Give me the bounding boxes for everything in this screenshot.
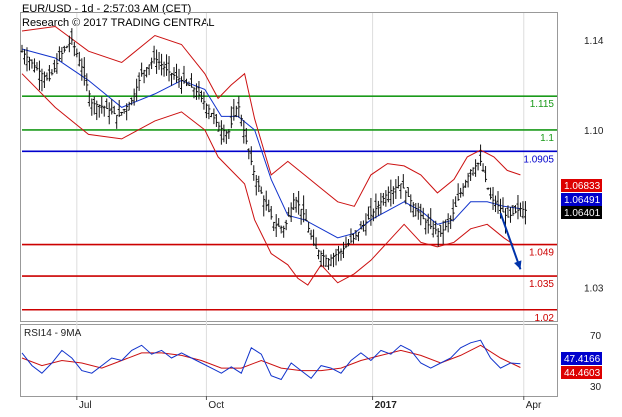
level-label-5: 1.02: [535, 313, 555, 324]
rsi-panel-title: RSI14 - 9MA: [24, 328, 82, 339]
price-tag-label: 1.06491: [564, 195, 601, 206]
price-panel-frame: [20, 12, 558, 322]
rsi-lines: [21, 339, 521, 381]
time-tick-label: 2017: [375, 400, 398, 411]
time-axis-labels: Jul Oct 2017 Apr: [76, 396, 542, 411]
rsi-panel-frame: [20, 324, 558, 397]
rsi-tick-label: 30: [590, 382, 602, 393]
price-tick-label: 1.14: [584, 36, 604, 47]
bollinger-bands: [21, 25, 521, 286]
price-axis-labels: 1.14 1.10 1.03 70 30: [584, 36, 604, 393]
price-tick-label: 1.10: [584, 126, 604, 137]
time-tick-label: Apr: [526, 400, 542, 411]
level-label-3: 1.049: [529, 248, 554, 259]
level-label-1: 1.1: [540, 133, 554, 144]
price-bars: [20, 28, 527, 270]
price-tick-label: 1.03: [584, 283, 604, 294]
chart-copyright: Research © 2017 TRADING CENTRAL: [22, 17, 215, 29]
time-tick-label: Jul: [79, 400, 92, 411]
level-label-0: 1.115: [530, 99, 555, 110]
rsi-tag-box: [561, 352, 602, 365]
forecast-arrow-head: [514, 260, 522, 270]
price-tag-label: 1.06401: [564, 208, 601, 219]
price-tag-label: 1.06833: [564, 181, 601, 192]
rsi-line: [21, 339, 521, 381]
level-label-4: 1.035: [529, 279, 554, 290]
bollinger-lower-line: [21, 73, 515, 286]
moving-average-line: [21, 48, 521, 239]
price-tag-box: [561, 179, 602, 192]
rsi-ma-line: [21, 344, 521, 372]
time-tick-label: Oct: [208, 400, 224, 411]
support-resistance-levels: 1.115 1.1 1.0905 1.049 1.035 1.02: [22, 95, 557, 324]
moving-average: [21, 48, 521, 239]
level-label-2: 1.0905: [523, 154, 554, 165]
bollinger-upper-line: [21, 25, 521, 207]
rsi-tick-label: 70: [590, 331, 602, 342]
price-tag-box: [561, 206, 602, 219]
rsi-tag-label: 44.4603: [564, 368, 601, 379]
forecast-arrow: [499, 212, 522, 270]
price-tags: 1.06833 1.06491 1.06401 47.4166 44.4603: [561, 179, 602, 379]
rsi-tag-box: [561, 366, 602, 379]
rsi-tag-label: 47.4166: [564, 354, 601, 365]
price-tag-box: [561, 193, 602, 206]
forecast-arrow-shaft: [499, 212, 522, 270]
